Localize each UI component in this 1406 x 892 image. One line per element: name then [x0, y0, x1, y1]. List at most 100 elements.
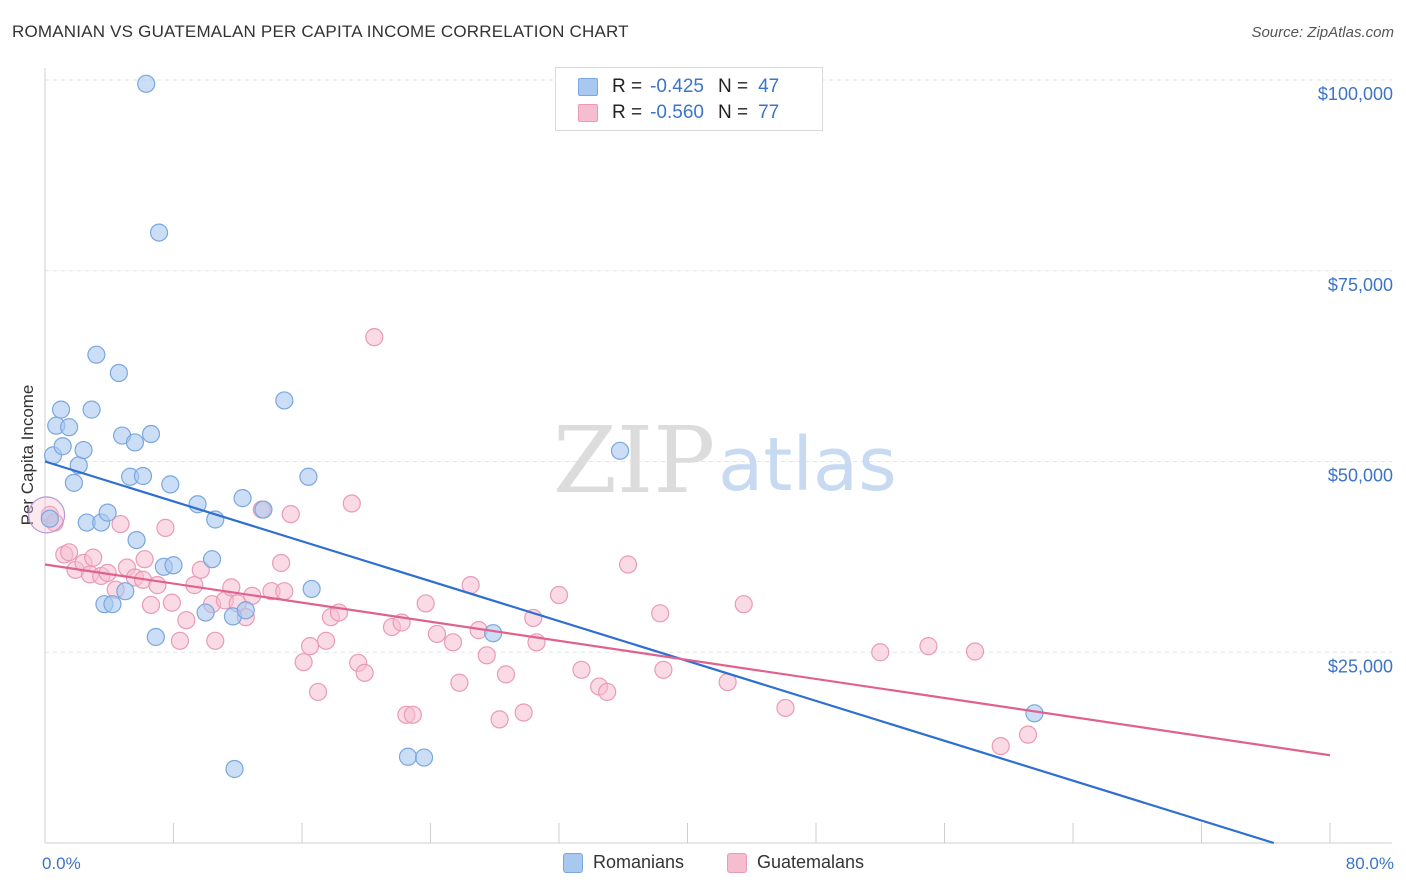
- legend-r-label: R =: [612, 76, 643, 97]
- romanians-point: [98, 503, 117, 522]
- guatemalans-point: [1018, 725, 1038, 744]
- guatemalans-point: [443, 633, 463, 652]
- guatemalans-point: [549, 585, 569, 605]
- legend-n-label: N =: [717, 102, 749, 123]
- guatemalans-point: [135, 550, 154, 569]
- guatemalans-point: [365, 328, 384, 347]
- x-tick-label: 80.0%: [1346, 854, 1394, 873]
- legend-r-value: -0.425: [650, 76, 704, 97]
- romanians-point: [398, 747, 418, 766]
- romanians-point: [233, 489, 252, 508]
- guatemalans-point: [734, 595, 753, 614]
- guatemalans-point: [651, 604, 670, 623]
- romanians-point: [103, 595, 122, 614]
- guatemalans-point: [191, 560, 210, 579]
- guatemalans-point: [598, 682, 617, 702]
- guatemalans-point: [965, 642, 985, 661]
- guatemalans-point: [572, 660, 591, 679]
- romanians-point: [225, 759, 244, 779]
- romanians-point: [109, 363, 128, 383]
- guatemalans-point: [308, 682, 328, 702]
- romanians-point: [51, 400, 71, 419]
- romanians-point: [302, 579, 321, 599]
- romanians-point: [87, 345, 106, 364]
- guatemalans-point: [59, 543, 79, 562]
- romanians-point: [414, 748, 434, 767]
- guatemalans-point: [618, 555, 638, 574]
- x-tick-labels: 0.0% 80.0%: [42, 854, 1394, 873]
- romanians-point: [275, 391, 294, 410]
- romanians-point: [133, 466, 153, 486]
- guatemalans-point: [654, 660, 673, 679]
- guatemalans-point: [450, 673, 469, 692]
- guatemalans-point: [141, 595, 161, 615]
- romanians-trend-line: [44, 460, 1275, 845]
- romanians-point: [236, 601, 255, 620]
- guatemalans-point: [84, 548, 103, 567]
- y-tick-label: $25,000: [1328, 656, 1393, 676]
- legend-n-value: 77: [758, 102, 780, 123]
- legend-n-value: 47: [758, 76, 780, 97]
- legend-n-label: N =: [717, 76, 749, 97]
- guatemalans-point: [170, 631, 190, 650]
- romanians-point: [146, 627, 165, 647]
- guatemalans-point: [275, 582, 294, 601]
- y-tick-label: $75,000: [1328, 275, 1393, 295]
- romanians-point: [299, 467, 318, 486]
- guatemalans-point: [156, 518, 175, 537]
- watermark-atlas: atlas: [718, 422, 897, 508]
- legend-item-guatemalans[interactable]: Guatemalans: [727, 852, 864, 873]
- chart-title: ROMANIAN VS GUATEMALAN PER CAPITA INCOME…: [12, 22, 629, 41]
- y-tick-labels: $25,000 $50,000 $75,000 $100,000: [1318, 84, 1393, 676]
- guatemalans-point: [272, 553, 291, 573]
- guatemalans-point: [490, 710, 509, 729]
- guatemalans-point: [177, 611, 196, 630]
- guatemalans-point: [162, 593, 181, 612]
- romanians-point: [127, 530, 146, 550]
- guatemalans-point: [111, 514, 130, 534]
- trend-lines: [44, 460, 1331, 845]
- romanians-point: [64, 473, 84, 492]
- guatemalans-points: [28, 328, 1038, 756]
- romanians-point: [254, 500, 273, 519]
- romanians-point: [610, 441, 630, 460]
- x-tick-label: 0.0%: [42, 854, 81, 873]
- romanians-point: [196, 603, 215, 622]
- guatemalans-point: [919, 637, 938, 656]
- guatemalans-legend-label: Guatemalans: [757, 852, 865, 872]
- legend-row-guatemalans: R = -0.560 N = 77: [578, 101, 779, 125]
- guatemalans-point: [991, 736, 1010, 756]
- legend-item-romanians[interactable]: Romanians: [563, 852, 684, 873]
- guatemalans-point: [300, 637, 320, 656]
- guatemalans-trend-line: [44, 563, 1331, 757]
- guatemalans-point: [416, 594, 435, 613]
- guatemalans-point: [281, 505, 300, 524]
- guatemalans-point: [514, 703, 533, 722]
- y-tick-label: $50,000: [1328, 466, 1393, 486]
- guatemalans-legend-swatch: [727, 852, 747, 873]
- guatemalans-point: [871, 643, 890, 662]
- romanians-point: [53, 437, 72, 456]
- romanians-point: [59, 418, 79, 437]
- legend-r-label: R =: [612, 102, 643, 123]
- romanians-point: [484, 624, 503, 643]
- guatemalans-point: [776, 698, 795, 718]
- guatemalans-point: [355, 663, 374, 682]
- legend-row-romanians: R = -0.425 N = 47: [578, 75, 779, 99]
- romanians-point: [149, 223, 169, 242]
- guatemalans-point: [403, 705, 422, 724]
- romanians-point: [125, 433, 145, 452]
- watermark-zip: ZIP: [553, 407, 715, 514]
- romanians-swatch: [578, 78, 598, 96]
- romanians-legend-swatch: [563, 852, 583, 873]
- romanians-points: [40, 74, 1044, 779]
- guatemalans-point: [316, 631, 336, 650]
- correlation-legend: R = -0.425 N = 47 R = -0.560 N = 77: [555, 67, 823, 131]
- romanians-point: [116, 582, 135, 601]
- romanians-point: [82, 400, 101, 419]
- guatemalans-point: [148, 576, 167, 595]
- guatemalans-point: [206, 631, 225, 650]
- legend-r-value: -0.560: [650, 102, 704, 123]
- guatemalans-point: [342, 494, 361, 513]
- watermark: ZIP atlas: [553, 407, 897, 514]
